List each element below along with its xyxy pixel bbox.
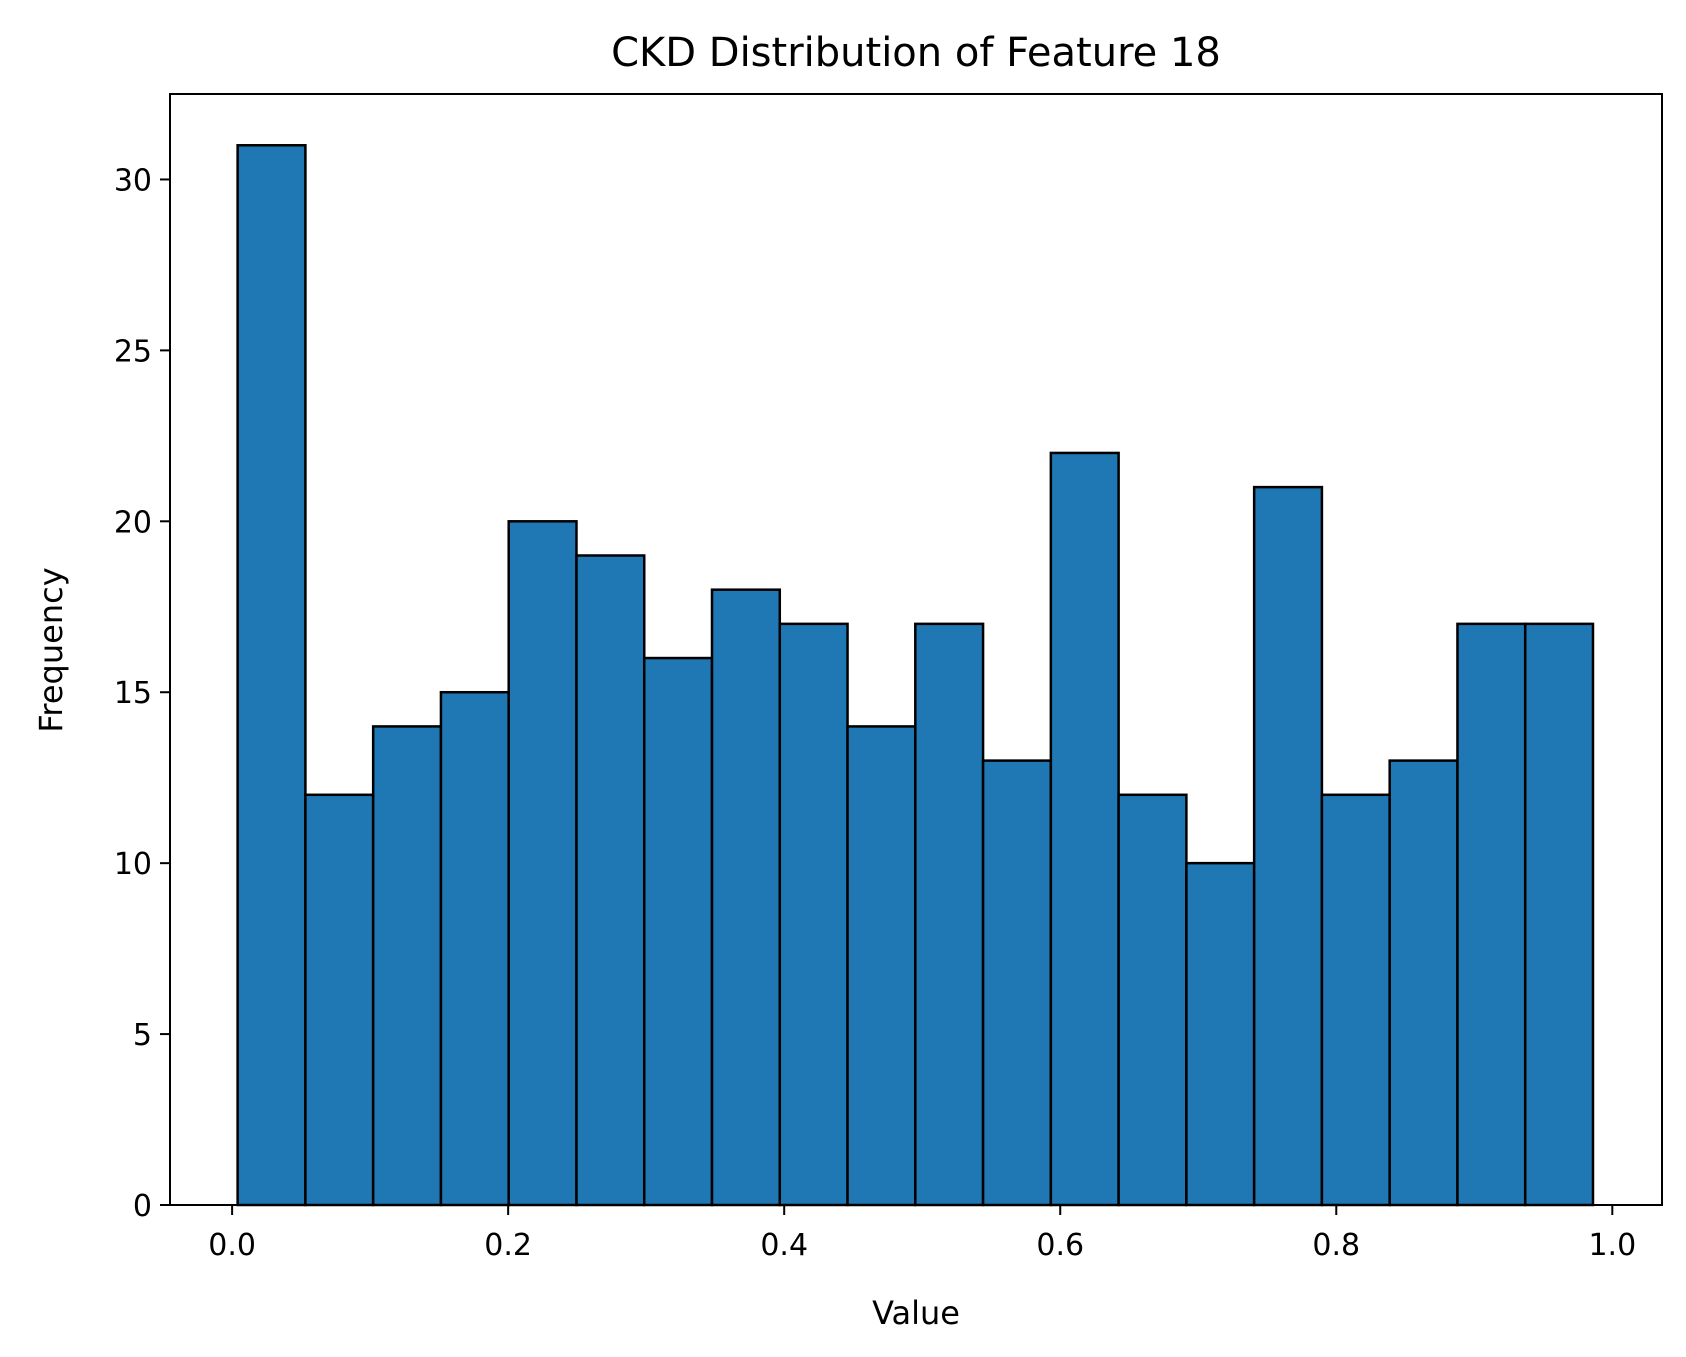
x-axis-ticks: 0.0 0.2 0.4 0.6 0.8 1.0 <box>208 1205 1636 1263</box>
histogram-bar <box>507 520 578 1207</box>
histogram-bar <box>1388 759 1459 1207</box>
histogram-bar <box>575 554 646 1207</box>
histogram-bar <box>981 759 1053 1207</box>
histogram-bar <box>710 588 782 1207</box>
histogram-bar <box>778 622 849 1207</box>
histogram-bar <box>1456 622 1527 1207</box>
x-tick-label: 0.2 <box>484 1228 532 1263</box>
histogram-bar <box>304 793 375 1207</box>
x-tick-label: 0.6 <box>1036 1228 1084 1263</box>
y-tick-label: 0 <box>133 1189 152 1224</box>
y-tick-label: 20 <box>114 505 152 540</box>
histogram-bar <box>1252 485 1324 1207</box>
histogram-bar <box>914 622 985 1207</box>
x-tick-label: 0.4 <box>760 1228 808 1263</box>
bars-group <box>236 144 1595 1207</box>
histogram-bar <box>371 725 443 1207</box>
histogram-bar <box>1049 451 1120 1207</box>
histogram-bar <box>1117 793 1188 1207</box>
histogram-bar <box>846 725 917 1207</box>
y-tick-label: 10 <box>114 847 152 882</box>
y-tick-label: 15 <box>114 676 152 711</box>
histogram-bar <box>439 690 510 1207</box>
y-tick-label: 25 <box>114 334 152 369</box>
y-axis-label: Frequency <box>32 567 70 732</box>
histogram-bar <box>1185 861 1256 1207</box>
x-tick-label: 0.8 <box>1312 1228 1360 1263</box>
y-axis-ticks: 0 5 10 15 20 25 30 <box>114 163 170 1224</box>
y-tick-label: 5 <box>133 1018 152 1053</box>
x-tick-label: 1.0 <box>1588 1228 1636 1263</box>
histogram-bar <box>642 656 714 1207</box>
histogram-bar <box>1523 622 1595 1207</box>
x-axis-label: Value <box>872 1294 960 1332</box>
x-tick-label: 0.0 <box>208 1228 256 1263</box>
chart-title: CKD Distribution of Feature 18 <box>611 30 1221 76</box>
histogram-bar <box>1320 793 1391 1207</box>
plot-frame <box>169 93 1663 1206</box>
y-tick-label: 30 <box>114 163 152 198</box>
histogram-bar <box>236 144 307 1207</box>
